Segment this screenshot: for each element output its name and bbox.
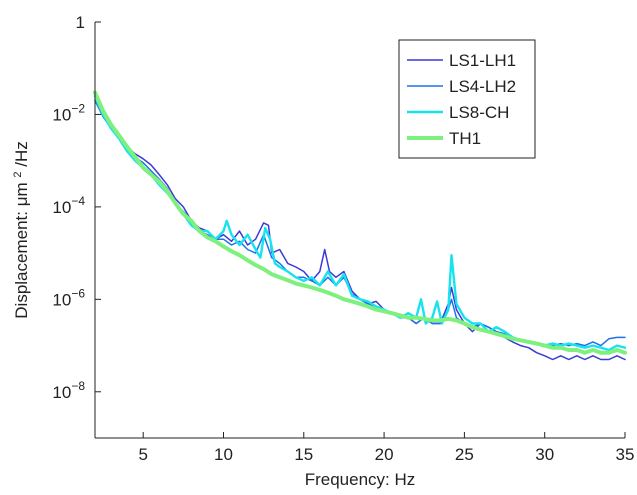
y-tick-label-exponent: −6: [71, 286, 85, 300]
x-axis-title: Frequency: Hz: [305, 470, 416, 489]
legend-label-ls4-lh2: LS4-LH2: [449, 77, 516, 96]
x-tick-label: 25: [455, 445, 474, 464]
x-tick-label: 10: [214, 445, 233, 464]
x-tick-label: 20: [375, 445, 394, 464]
x-tick-label: 30: [535, 445, 554, 464]
y-tick-label-exponent: −4: [71, 194, 85, 208]
x-tick-label: 5: [138, 445, 147, 464]
y-tick-label: 10−6: [52, 286, 85, 309]
legend-label-ls1-lh1: LS1-LH1: [449, 51, 516, 70]
y-tick-label: 10−2: [52, 101, 85, 124]
y-tick-label-base: 1: [76, 13, 85, 32]
series-line-th1: [93, 90, 627, 355]
y-axis-title: Displacement: μm 2 /Hz: [6, 141, 31, 318]
x-tick-label: 35: [616, 445, 635, 464]
y-tick-label-base: 10: [52, 290, 71, 309]
y-tick-label-base: 10: [52, 105, 71, 124]
series-layer: [93, 90, 627, 361]
y-tick-label-exponent: −8: [71, 379, 85, 393]
x-tick-label: 15: [294, 445, 313, 464]
y-tick-label-exponent: −2: [71, 101, 85, 115]
y-tick-label-base: 10: [52, 383, 71, 402]
series-line-ls1-lh1: [94, 99, 626, 361]
legend-label-ls8-ch: LS8-CH: [449, 103, 509, 122]
y-tick-label: 10−4: [52, 194, 85, 217]
legend: LS1-LH1 LS4-LH2 LS8-CH TH1: [398, 39, 536, 159]
y-tick-label: 1: [76, 13, 85, 32]
y-axis-title-prefix: Displacement: μm: [12, 182, 31, 318]
series-line-ls8-ch: [93, 94, 627, 352]
y-tick-label: 10−8: [52, 379, 85, 402]
series-line-ls4-lh2: [94, 99, 626, 347]
legend-label-th1: TH1: [449, 129, 481, 148]
y-axis-title-suffix: /Hz: [12, 141, 31, 167]
y-axis-title-superscript: 2: [12, 171, 24, 177]
y-tick-label-base: 10: [52, 198, 71, 217]
